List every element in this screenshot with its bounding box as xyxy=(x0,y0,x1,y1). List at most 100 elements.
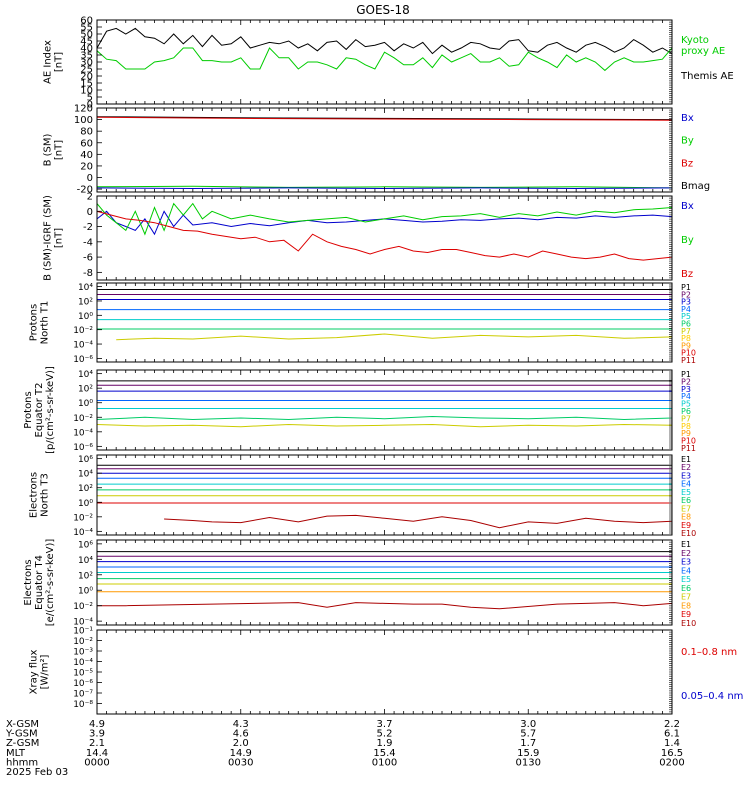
legend-item-kyoto-proxy-ae: proxy AE xyxy=(681,46,725,57)
y-tick-label: 60 xyxy=(80,138,93,149)
y-axis-label-line: Equator T2 xyxy=(34,383,45,438)
y-tick-label: 20 xyxy=(80,72,93,83)
x-row-value: 2.1 xyxy=(89,738,105,749)
series-line-bz xyxy=(97,210,672,261)
y-tick-label: 35 xyxy=(80,51,93,62)
series-line-by xyxy=(97,202,672,236)
x-row-label: Y-GSM xyxy=(5,729,38,740)
y-tick-label: 10⁻⁴ xyxy=(73,618,93,628)
y-axis-label-line: [W/m²] xyxy=(40,654,51,689)
legend-item-p6: P6 xyxy=(681,320,691,329)
panel-frame xyxy=(96,369,673,451)
y-tick-label: -4 xyxy=(83,237,93,248)
legend-item-e8: E8 xyxy=(681,601,691,610)
x-row-value: 4.9 xyxy=(89,719,105,730)
legend-item-e2: E2 xyxy=(681,463,691,472)
y-tick-label: 30 xyxy=(80,58,93,69)
series-line-by xyxy=(97,185,672,189)
legend-item-e4: E4 xyxy=(681,566,691,575)
y-tick-label: 10⁴ xyxy=(78,470,93,480)
y-tick-label: 10 xyxy=(80,86,93,97)
y-tick-label: 10⁻² xyxy=(73,637,93,647)
x-row-value: 0130 xyxy=(516,757,541,768)
legend-item-p10: P10 xyxy=(681,349,696,358)
y-tick-label: 2 xyxy=(87,192,93,203)
series-line-p7 xyxy=(116,333,672,341)
y-tick-label: 10⁻² xyxy=(73,414,93,424)
y-tick-label: 10⁻⁷ xyxy=(73,690,93,700)
y-tick-label: 10⁶ xyxy=(78,540,93,550)
y-tick-label: 45 xyxy=(80,37,93,48)
panel-frame xyxy=(96,629,673,715)
panel-8: 10⁻¹10⁻²10⁻³10⁻⁴10⁻⁵10⁻⁶10⁻⁷10⁻⁸ Xray flu… xyxy=(29,627,743,715)
y-tick-label: -8 xyxy=(83,268,93,279)
y-axis-label-line: North T3 xyxy=(40,473,51,517)
panel-frame xyxy=(96,539,673,626)
x-row-value: 2.0 xyxy=(233,738,249,749)
y-tick-label: 20 xyxy=(80,161,93,172)
y-tick-label: 40 xyxy=(80,150,93,161)
y-tick-label: 10⁻⁶ xyxy=(73,443,93,453)
y-tick-label: 10² xyxy=(78,571,93,581)
y-tick-label: 10² xyxy=(78,297,93,307)
y-tick-label: -2 xyxy=(83,222,93,233)
x-row-value: 14.4 xyxy=(86,748,108,759)
x-row-value: 4.6 xyxy=(233,729,249,740)
y-axis-label: B (SM)-IGRF (SM) [nT] xyxy=(43,195,65,281)
legend-item-0-1-0-8-nm: 0.1–0.8 nm xyxy=(681,647,737,658)
y-tick-label: 10⁻⁴ xyxy=(73,428,93,438)
series-line-bx xyxy=(97,210,672,236)
panel-7: 10⁶ 10⁴ 10² 10⁰ 10⁻² 10⁻⁴ Electrons Equator T4[… xyxy=(23,539,696,628)
legend-item-kyoto-proxy-ae: Kyoto xyxy=(681,35,709,46)
series-line-p7 xyxy=(97,423,672,428)
y-axis-label-line: Electrons xyxy=(29,472,40,518)
legend-item-p3: P3 xyxy=(681,298,691,307)
x-row-value: 5.2 xyxy=(377,729,393,740)
legend-item-e10: E10 xyxy=(681,529,696,538)
y-axis-label-line: [nT] xyxy=(54,228,65,248)
y-tick-label: 10⁰ xyxy=(78,499,93,509)
legend-item-p10: P10 xyxy=(681,437,696,446)
y-tick-label: 10⁻³ xyxy=(73,648,93,658)
y-tick-label: 55 xyxy=(80,23,93,34)
x-row-label: hhmm xyxy=(6,757,38,768)
panel-5: 10⁴ 10² 10⁰ 10⁻² 10⁻⁴ 10⁻⁶ Protons Equator T2 [p… xyxy=(23,366,696,454)
y-axis-label-line: [p/(cm²-s-sr-keV)] xyxy=(45,366,56,454)
y-tick-label: 10⁰ xyxy=(78,312,93,322)
legend-item-bx: Bx xyxy=(681,113,694,124)
y-tick-label: 10⁰ xyxy=(78,399,93,409)
y-tick-label: 10⁻⁶ xyxy=(73,679,93,689)
x-row-value: 0200 xyxy=(659,757,684,768)
series-line-e10 xyxy=(97,602,672,610)
legend-item-e3: E3 xyxy=(681,558,691,567)
y-axis-label-line: [nT] xyxy=(54,52,65,72)
legend-item-p4: P4 xyxy=(681,392,691,401)
x-row-value: 14.9 xyxy=(230,748,252,759)
legend-item-e7: E7 xyxy=(681,504,691,513)
series-line-bmag xyxy=(97,116,672,121)
x-row-value: 1.7 xyxy=(520,738,536,749)
y-tick-label: 0 xyxy=(87,173,93,184)
y-tick-label: 15 xyxy=(80,79,93,90)
y-tick-label: -6 xyxy=(83,253,93,264)
y-axis-label: Protons North T1 xyxy=(29,301,51,345)
x-row-value: 6.1 xyxy=(664,729,680,740)
y-tick-label: 10⁶ xyxy=(78,455,93,465)
x-row-value: 2.2 xyxy=(664,719,680,730)
legend-item-e7: E7 xyxy=(681,593,691,602)
y-tick-label: 10⁻⁴ xyxy=(73,528,93,538)
legend-item-e8: E8 xyxy=(681,513,691,522)
legend-item-e6: E6 xyxy=(681,496,691,505)
y-axis-label: Electrons North T3 xyxy=(29,472,51,518)
legend-item-e9: E9 xyxy=(681,521,691,530)
legend-item-p2: P2 xyxy=(681,290,691,299)
y-tick-label: 25 xyxy=(80,65,93,76)
legend-item-e6: E6 xyxy=(681,584,691,593)
legend-item-p1: P1 xyxy=(681,370,691,379)
y-tick-label: 10⁻⁵ xyxy=(73,669,93,679)
legend: Bx By Bz xyxy=(681,201,694,280)
